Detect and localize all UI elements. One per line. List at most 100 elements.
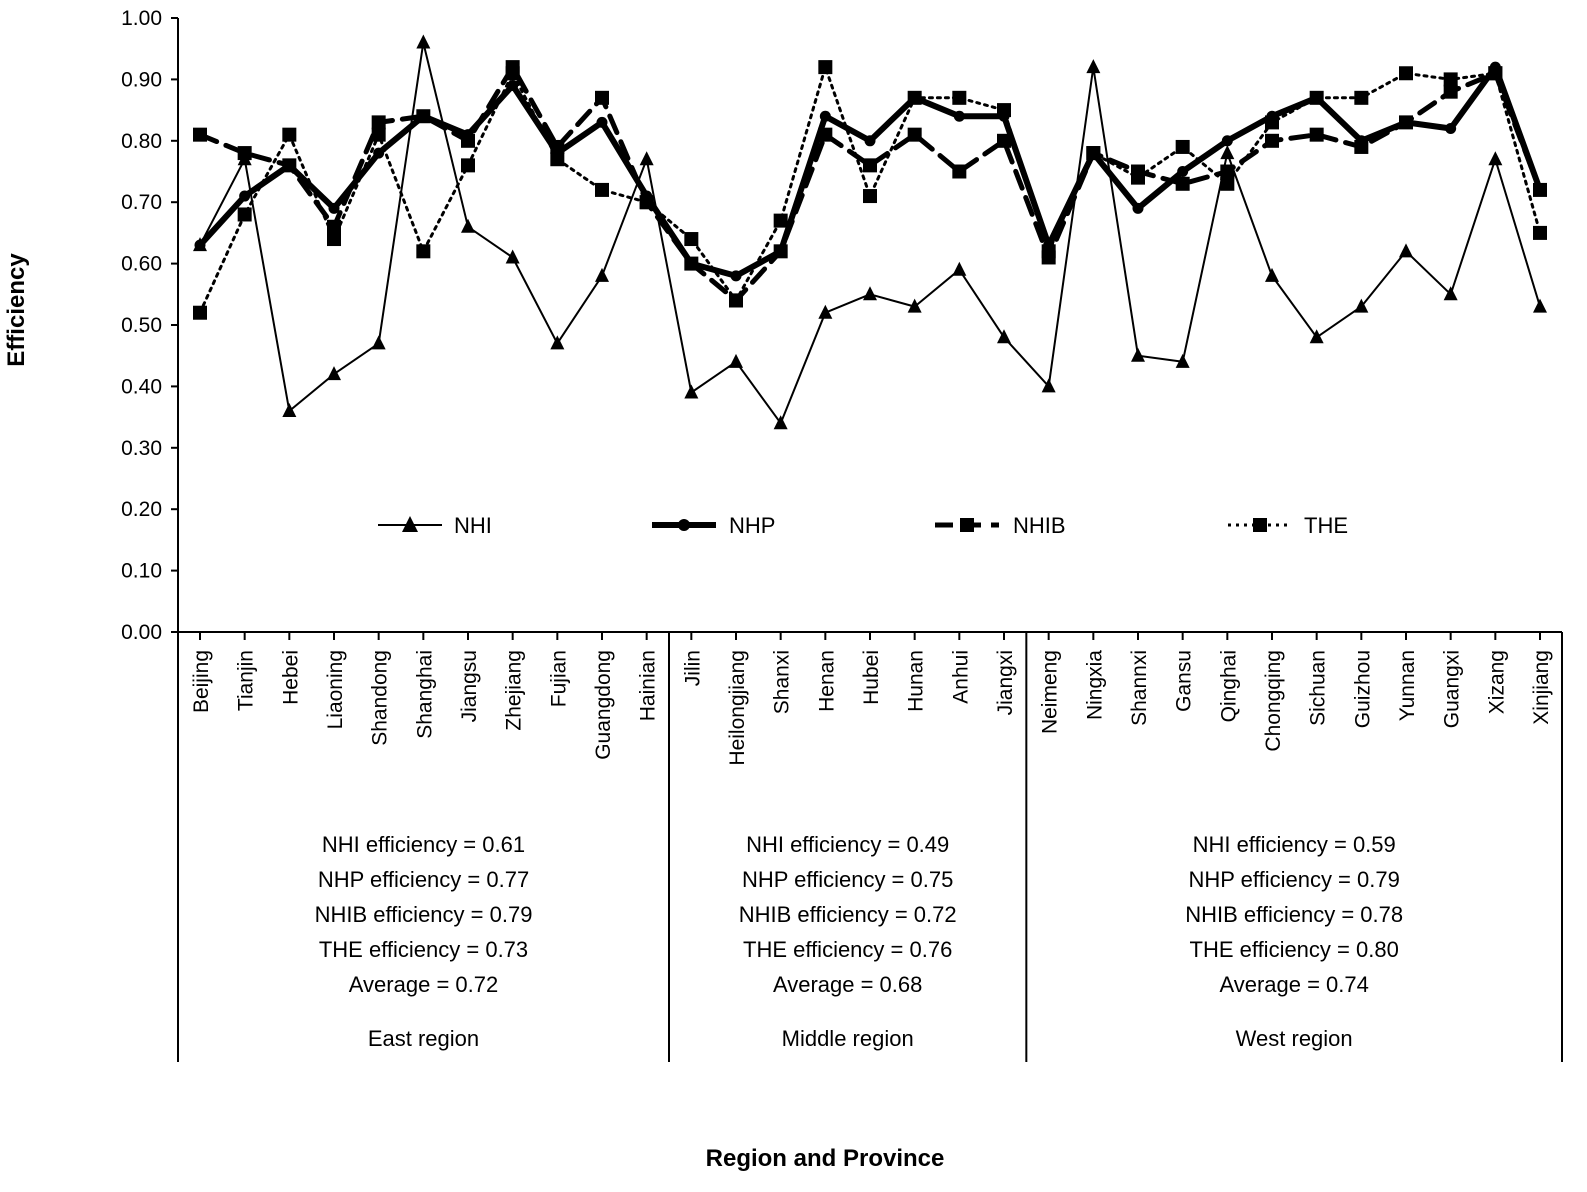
data-point-nhi — [550, 335, 565, 350]
data-point-nhp — [864, 135, 876, 147]
data-point-nhi — [1131, 347, 1145, 362]
data-point-nhi — [863, 286, 877, 301]
y-tick-label: 0.50 — [121, 314, 162, 337]
data-point-the — [193, 305, 207, 320]
data-point-nhib — [1265, 133, 1279, 148]
category-label: Shandong — [369, 650, 392, 746]
data-point-the — [1443, 72, 1458, 87]
data-point-nhp — [507, 80, 519, 92]
data-point-nhi — [1220, 145, 1235, 160]
data-point-the — [773, 213, 788, 228]
category-label: Hubei — [860, 650, 883, 705]
category-label: Tianjin — [235, 650, 258, 711]
data-point-the — [416, 244, 431, 259]
category-labels: Beijing Tianjin Hebei Liaoning Shandong Shang… — [190, 632, 1553, 766]
data-point-the — [327, 232, 341, 247]
region-stat: NHP efficiency = 0.75 — [742, 867, 953, 892]
axes — [177, 18, 1562, 633]
data-point-nhib — [1041, 250, 1056, 265]
data-point-the — [818, 60, 833, 75]
category-label: Gansu — [1173, 650, 1196, 712]
data-point-nhib — [1443, 84, 1458, 99]
data-point-nhp — [551, 147, 563, 159]
series-line-nhib — [197, 64, 1543, 303]
data-point-nhib — [1220, 164, 1235, 179]
data-point-nhi — [371, 335, 386, 350]
data-point-nhp — [1043, 239, 1055, 251]
data-point-nhp — [1266, 110, 1278, 122]
data-point-nhib — [327, 219, 341, 234]
legend-item-nhib: NHIB — [935, 513, 1066, 538]
data-point-nhp — [1177, 166, 1189, 177]
legend-label: NHIB — [1013, 513, 1066, 538]
data-point-the — [952, 90, 967, 105]
category-label: Qinghai — [1217, 650, 1240, 722]
series-nhi — [193, 34, 1547, 430]
data-point-nhi — [282, 402, 297, 417]
data-point-the — [863, 189, 877, 204]
region-stat: NHI efficiency = 0.59 — [1193, 832, 1396, 857]
legend-label: THE — [1304, 513, 1348, 538]
data-point-nhp — [1489, 61, 1501, 73]
data-point-nhp — [462, 129, 474, 141]
data-point-nhib — [1175, 176, 1190, 191]
data-point-nhp — [641, 190, 653, 202]
data-point-nhp — [819, 110, 831, 122]
legend-marker — [1253, 518, 1267, 532]
data-point-the — [371, 127, 386, 142]
data-point-nhib — [1309, 127, 1324, 142]
data-point-nhp — [328, 202, 340, 214]
region-stat: Average = 0.72 — [349, 972, 498, 997]
data-point-the — [1399, 66, 1413, 81]
data-point-nhi — [907, 298, 922, 313]
data-point-the — [684, 232, 699, 247]
category-label: Jilin — [681, 650, 704, 686]
data-point-nhi — [461, 218, 475, 233]
series-the — [193, 60, 1547, 320]
data-point-nhp — [1087, 147, 1099, 159]
data-point-nhi — [1309, 329, 1324, 344]
legend-item-the: THE — [1228, 513, 1348, 538]
region-stat: NHIB efficiency = 0.79 — [315, 902, 533, 927]
data-point-nhi — [639, 151, 654, 166]
legend-marker — [960, 518, 974, 532]
data-point-the — [1175, 139, 1190, 154]
category-label: Yunnan — [1396, 650, 1419, 721]
category-label: Neimeng — [1039, 650, 1062, 734]
region-stat: Average = 0.74 — [1219, 972, 1368, 997]
data-point-nhp — [194, 239, 206, 251]
data-point-nhi — [729, 353, 743, 368]
legend-marker — [678, 519, 690, 531]
region-panels: NHI efficiency = 0.61 NHP efficiency = 0.… — [177, 632, 1563, 1062]
category-label: Sichuan — [1307, 650, 1330, 726]
data-point-nhp — [373, 147, 385, 159]
data-point-nhi — [773, 415, 788, 430]
data-point-nhp — [1132, 202, 1144, 214]
y-tick-label: 0.90 — [121, 68, 162, 91]
series-lines — [193, 34, 1547, 430]
data-point-nhi — [1041, 378, 1056, 393]
data-point-nhib — [997, 133, 1011, 148]
data-point-nhi — [1086, 59, 1101, 74]
legend-label: NHI — [454, 513, 492, 538]
data-point-nhi — [1175, 353, 1190, 368]
region-stat: NHIB efficiency = 0.72 — [739, 902, 957, 927]
legend-item-nhp: NHP — [652, 513, 775, 538]
y-tick-label: 0.20 — [121, 498, 162, 521]
legend-label: NHP — [729, 513, 775, 538]
category-label: Fujian — [547, 650, 570, 707]
data-point-nhp — [685, 258, 697, 270]
data-point-nhib — [729, 293, 743, 308]
y-axis-title: Efficiency — [3, 253, 30, 367]
region-stat: NHI efficiency = 0.61 — [322, 832, 525, 857]
y-tick-label: 0.60 — [121, 253, 162, 276]
category-label: Xinjiang — [1530, 650, 1553, 725]
data-point-nhi — [818, 304, 833, 319]
y-tick-label: 0.80 — [121, 130, 162, 153]
data-point-nhp — [1400, 116, 1412, 128]
category-label: Jiangsu — [458, 650, 481, 722]
category-label: Guangxi — [1441, 650, 1464, 728]
category-label: Heilongjiang — [726, 650, 749, 766]
data-point-nhib — [1131, 164, 1145, 179]
